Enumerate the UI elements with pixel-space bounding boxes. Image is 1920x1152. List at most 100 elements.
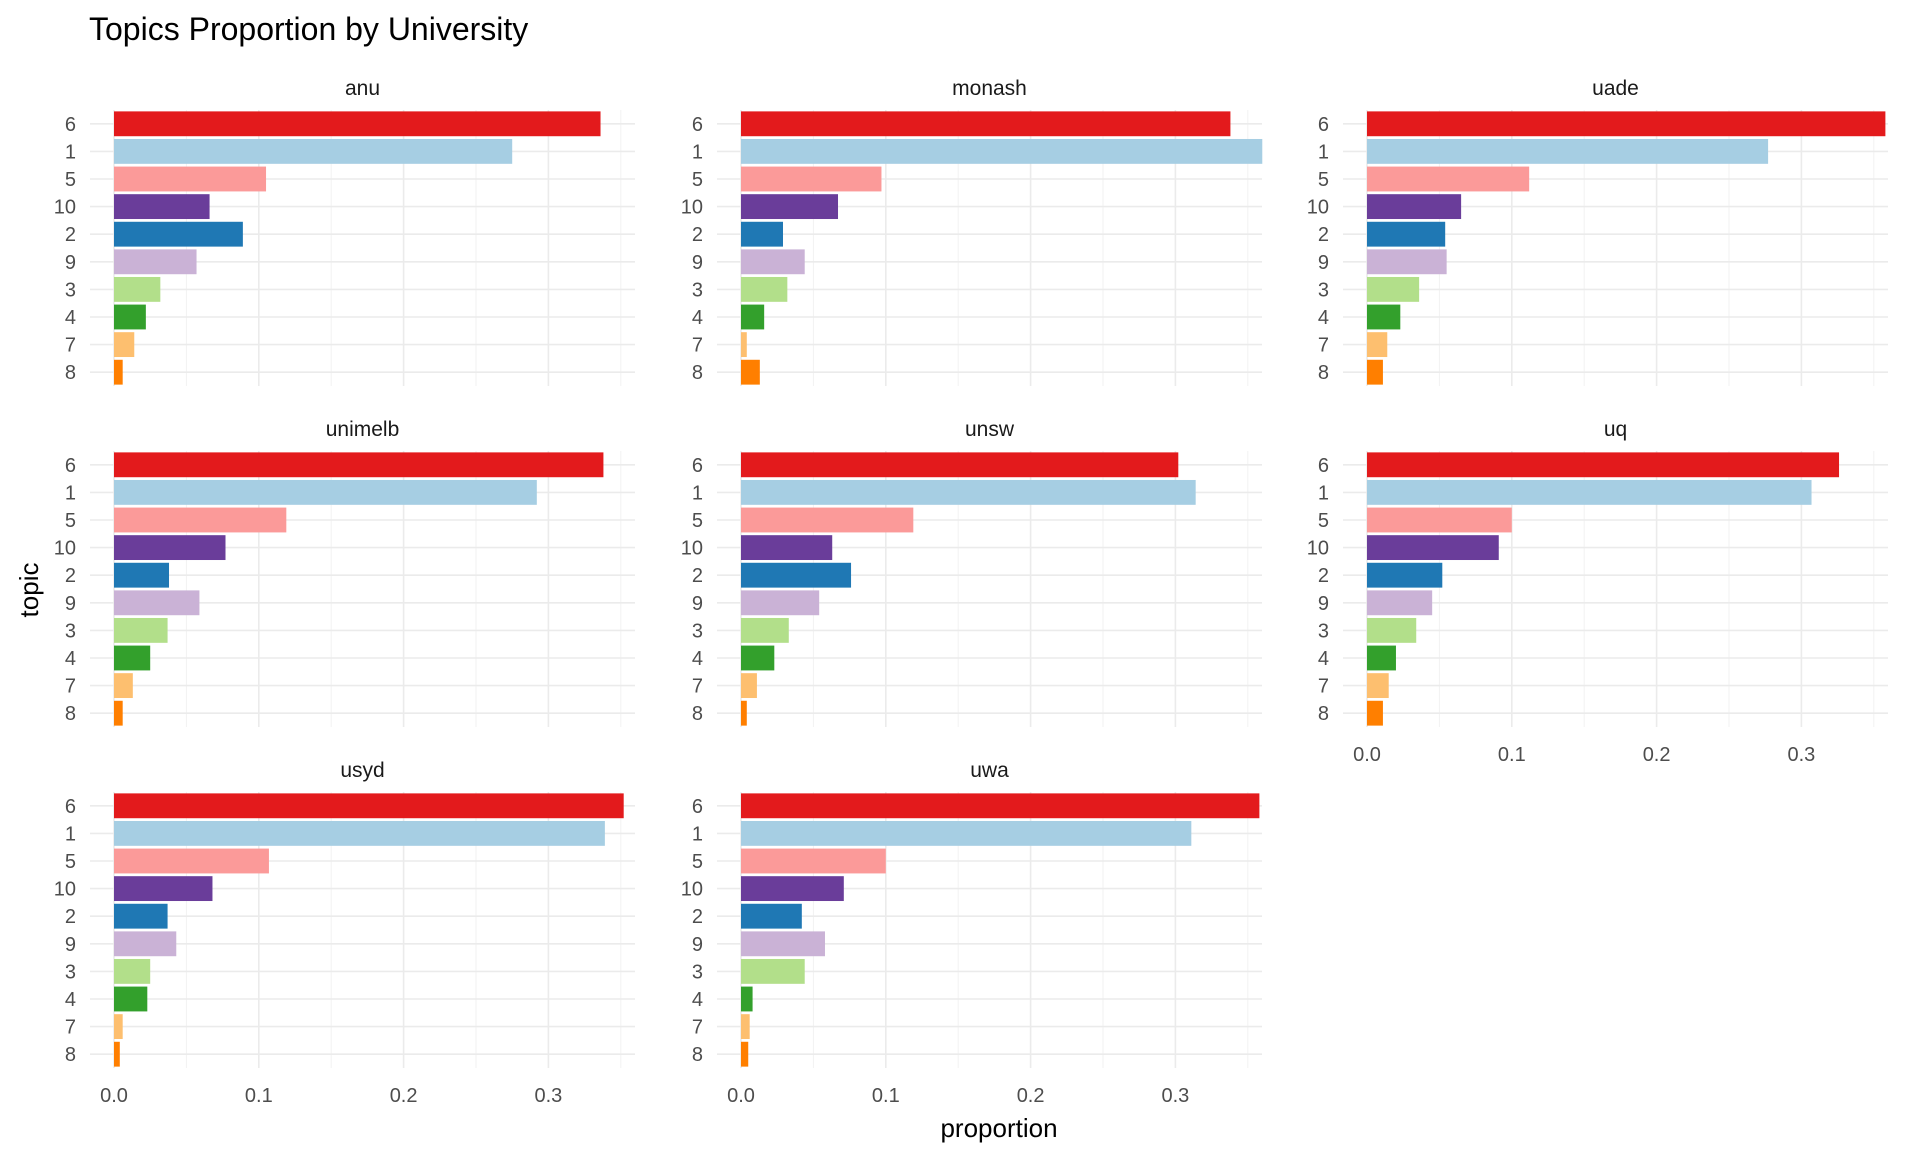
facet-panel-uade: uade 6 1 5 10 2 9 3 4 7 8 xyxy=(1307,77,1888,386)
y-tick-label: 5 xyxy=(692,510,703,532)
chart-title: Topics Proportion by University xyxy=(89,11,528,47)
y-tick-label: 6 xyxy=(65,114,76,136)
bar-anu-topic-3 xyxy=(114,276,161,302)
y-tick-label: 8 xyxy=(692,703,703,725)
y-tick-label: 7 xyxy=(65,1017,76,1039)
bar-unsw-topic-3 xyxy=(741,617,789,643)
bar-uade-topic-4 xyxy=(1367,304,1401,330)
y-tick-label: 1 xyxy=(692,482,703,504)
y-tick-label: 1 xyxy=(65,141,76,163)
facet-label: unsw xyxy=(965,418,1015,441)
y-tick-label: 1 xyxy=(1318,482,1329,504)
bar-uq-topic-2 xyxy=(1367,562,1443,588)
bar-usyd-topic-10 xyxy=(114,876,213,902)
bar-unsw-topic-2 xyxy=(741,562,852,588)
bar-usyd-topic-3 xyxy=(114,958,151,984)
bar-unsw-topic-10 xyxy=(741,535,833,561)
bar-unimelb-topic-8 xyxy=(114,700,123,726)
y-tick-label: 5 xyxy=(1318,169,1329,191)
x-tick-label: 0.1 xyxy=(245,1085,273,1107)
bar-monash-topic-7 xyxy=(741,332,747,358)
y-tick-label: 5 xyxy=(692,851,703,873)
y-tick-label: 3 xyxy=(65,620,76,642)
bar-uwa-topic-9 xyxy=(741,931,825,957)
y-tick-label: 5 xyxy=(65,510,76,532)
x-tick-label: 0.3 xyxy=(534,1085,562,1107)
x-tick-label: 0.0 xyxy=(100,1085,128,1107)
bar-uq-topic-9 xyxy=(1367,590,1433,616)
bar-unimelb-topic-3 xyxy=(114,617,168,643)
y-tick-label: 4 xyxy=(65,648,76,670)
bar-unimelb-topic-6 xyxy=(114,452,604,478)
y-tick-label: 10 xyxy=(1307,538,1329,560)
y-tick-label: 1 xyxy=(65,823,76,845)
bar-anu-topic-1 xyxy=(114,138,513,164)
y-axis-title: topic xyxy=(14,563,44,618)
y-tick-label: 8 xyxy=(65,703,76,725)
bar-uade-topic-9 xyxy=(1367,249,1447,275)
bar-usyd-topic-4 xyxy=(114,986,148,1012)
bar-monash-topic-3 xyxy=(741,276,788,302)
y-tick-label: 9 xyxy=(1318,252,1329,274)
y-tick-label: 4 xyxy=(692,989,703,1011)
y-tick-label: 9 xyxy=(692,593,703,615)
bar-anu-topic-8 xyxy=(114,359,123,385)
facet-panel-unsw: unsw 6 1 5 10 2 9 3 4 7 8 xyxy=(681,418,1262,727)
x-tick-label: 0.0 xyxy=(1353,744,1381,766)
bar-monash-topic-6 xyxy=(741,111,1231,137)
bar-uwa-topic-10 xyxy=(741,876,844,902)
bar-monash-topic-2 xyxy=(741,221,783,247)
bar-unimelb-topic-5 xyxy=(114,507,287,533)
y-tick-label: 8 xyxy=(65,1044,76,1066)
facet-label: uade xyxy=(1592,77,1639,100)
y-tick-label: 3 xyxy=(65,279,76,301)
x-tick-label: 0.0 xyxy=(727,1085,755,1107)
y-tick-label: 10 xyxy=(681,879,703,901)
bar-uq-topic-6 xyxy=(1367,452,1840,478)
bar-uade-topic-3 xyxy=(1367,276,1420,302)
bar-uwa-topic-4 xyxy=(741,986,753,1012)
y-tick-label: 3 xyxy=(692,961,703,983)
y-tick-label: 6 xyxy=(692,114,703,136)
bar-unimelb-topic-1 xyxy=(114,479,537,505)
y-tick-label: 8 xyxy=(692,362,703,384)
y-tick-label: 4 xyxy=(1318,307,1329,329)
bar-uwa-topic-1 xyxy=(741,820,1192,846)
y-tick-label: 1 xyxy=(692,141,703,163)
y-tick-label: 10 xyxy=(54,538,76,560)
bar-uq-topic-8 xyxy=(1367,700,1383,726)
y-tick-label: 3 xyxy=(1318,620,1329,642)
y-tick-label: 10 xyxy=(681,538,703,560)
bar-unimelb-topic-4 xyxy=(114,645,151,671)
y-tick-label: 8 xyxy=(1318,362,1329,384)
y-tick-label: 5 xyxy=(65,169,76,191)
bar-uade-topic-2 xyxy=(1367,221,1446,247)
bar-uade-topic-1 xyxy=(1367,138,1769,164)
x-tick-label: 0.1 xyxy=(1498,744,1526,766)
y-tick-label: 7 xyxy=(65,335,76,357)
y-tick-label: 2 xyxy=(692,565,703,587)
bar-monash-topic-10 xyxy=(741,194,839,220)
y-tick-label: 5 xyxy=(1318,510,1329,532)
y-tick-label: 3 xyxy=(65,961,76,983)
bar-uwa-topic-2 xyxy=(741,903,802,929)
bar-usyd-topic-9 xyxy=(114,931,177,957)
y-tick-label: 6 xyxy=(692,455,703,477)
bar-uq-topic-4 xyxy=(1367,645,1396,671)
y-tick-label: 10 xyxy=(1307,197,1329,219)
bar-uwa-topic-3 xyxy=(741,958,805,984)
facet-label: uq xyxy=(1604,418,1627,441)
bar-uq-topic-10 xyxy=(1367,535,1499,561)
bar-uade-topic-5 xyxy=(1367,166,1530,192)
bar-unsw-topic-5 xyxy=(741,507,914,533)
y-tick-label: 4 xyxy=(65,989,76,1011)
y-tick-label: 7 xyxy=(692,335,703,357)
bar-uade-topic-6 xyxy=(1367,111,1886,137)
bar-usyd-topic-6 xyxy=(114,793,624,819)
facet-label: uwa xyxy=(970,759,1009,782)
y-tick-label: 10 xyxy=(54,197,76,219)
bar-unimelb-topic-9 xyxy=(114,590,200,616)
y-tick-label: 6 xyxy=(1318,455,1329,477)
